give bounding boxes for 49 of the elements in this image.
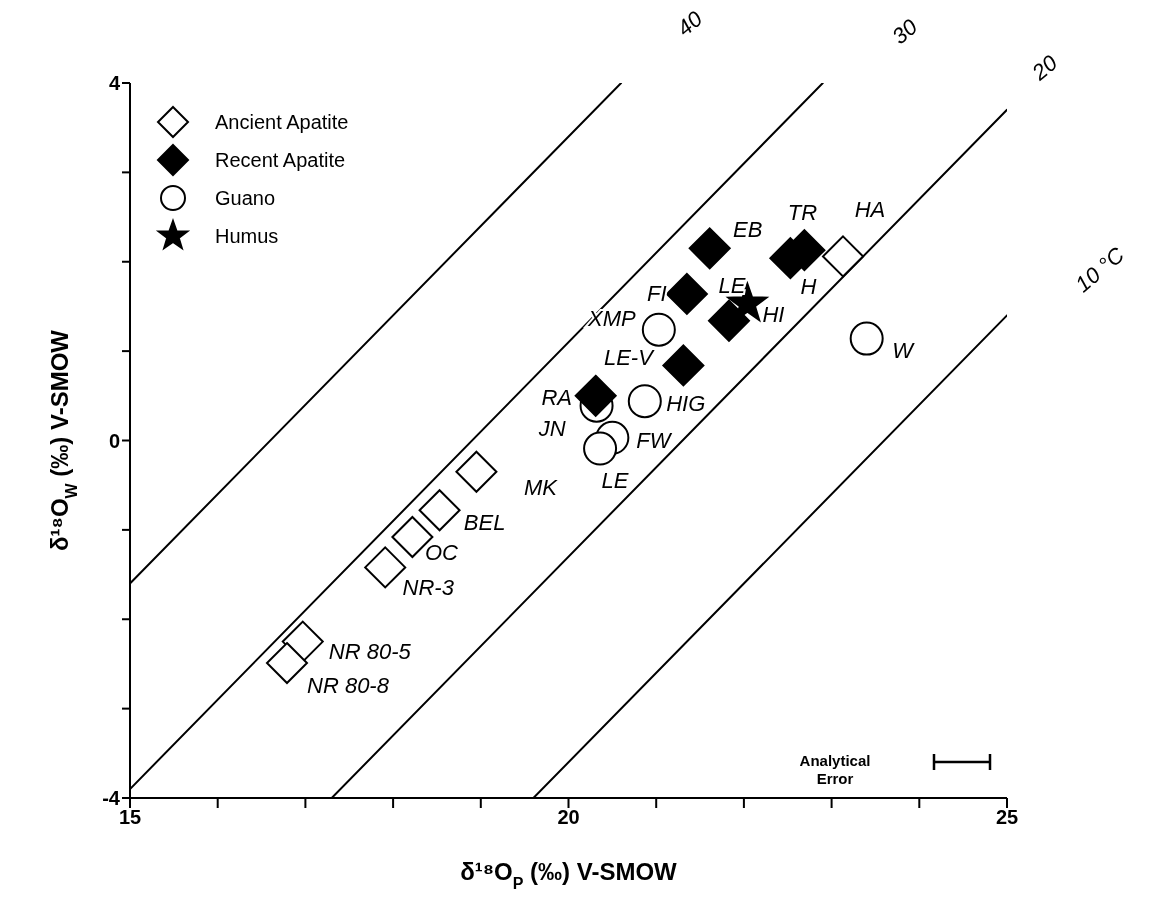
legend-label: Guano <box>215 186 276 210</box>
annotation: HI <box>762 301 785 327</box>
x-axis-title: δ¹⁸O$_{P}$ (‰) V-SMOW <box>460 858 678 892</box>
point <box>627 384 662 419</box>
annotation: H <box>800 273 817 299</box>
annotation: LE-V <box>603 345 656 371</box>
annotation: NR-3 <box>402 575 455 601</box>
y-tick-label: 4 <box>108 72 121 95</box>
annotation: TR <box>787 199 818 225</box>
x-tick-label: 20 <box>557 806 580 829</box>
point <box>574 374 617 417</box>
annotation: JN <box>537 415 566 441</box>
point <box>688 227 731 270</box>
point <box>641 312 676 347</box>
annotation: RA <box>541 384 572 410</box>
legend-label: Humus <box>215 224 279 248</box>
y-tick-label: 0 <box>108 429 120 452</box>
text: 20 <box>1027 50 1063 86</box>
annotation: Analytical Error <box>799 752 871 788</box>
annotation: NR 80-8 <box>307 672 390 698</box>
point <box>418 489 461 532</box>
point <box>583 431 618 466</box>
legend-label: Recent Apatite <box>215 148 346 172</box>
annotation: MK <box>523 474 559 500</box>
point <box>662 344 705 387</box>
text: 40 <box>672 6 708 42</box>
point <box>455 450 498 493</box>
annotation: HA <box>854 197 886 223</box>
text: 10 °C <box>1070 242 1129 297</box>
annotation: NR 80-5 <box>328 638 412 664</box>
annotation: LE <box>601 467 629 493</box>
annotation: EB <box>733 217 763 243</box>
annotation: OC <box>424 539 459 565</box>
x-tick-label: 25 <box>995 806 1019 829</box>
point <box>849 321 884 356</box>
legend-label: Ancient Apatite <box>215 110 349 134</box>
annotation: HIG <box>666 390 706 416</box>
annotation: LE <box>718 272 746 298</box>
y-tick-label: -4 <box>102 787 121 810</box>
annotation: FW <box>636 427 673 453</box>
annotation: BEL <box>463 510 506 536</box>
point <box>707 299 750 342</box>
point <box>265 642 308 685</box>
point <box>822 235 864 278</box>
text: 30 <box>887 14 923 50</box>
annotation: FI <box>647 280 667 306</box>
annotation: W <box>892 337 916 363</box>
point <box>665 272 708 315</box>
x-tick-label: 15 <box>118 806 142 829</box>
